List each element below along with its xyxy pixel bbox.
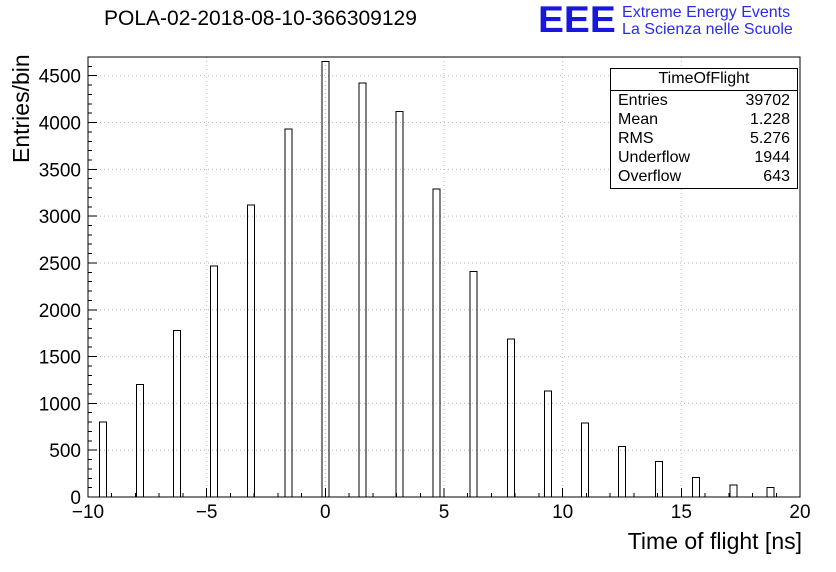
stat-value: 5.276 bbox=[749, 130, 790, 147]
stat-value: 1944 bbox=[754, 149, 790, 166]
stat-value: 39702 bbox=[745, 92, 791, 109]
histogram-bar bbox=[395, 110, 404, 498]
histogram-bar bbox=[210, 265, 219, 498]
histogram-bar bbox=[506, 338, 515, 498]
stats-row: RMS 5.276 bbox=[611, 129, 797, 148]
y-tick-label: 2000 bbox=[39, 301, 81, 322]
stats-row: Entries 39702 bbox=[611, 91, 797, 110]
y-tick-label: 500 bbox=[49, 441, 81, 462]
eee-logo-subtitle: Extreme Energy Events La Scienza nelle S… bbox=[622, 1, 793, 38]
y-tick-label: 3000 bbox=[39, 207, 81, 228]
histogram-bar bbox=[729, 484, 738, 498]
histogram-bar bbox=[358, 82, 367, 498]
histogram-bar bbox=[543, 390, 552, 498]
x-tick-label: 5 bbox=[439, 502, 450, 523]
stat-label: Mean bbox=[618, 111, 659, 128]
x-tick-label: −10 bbox=[72, 502, 104, 523]
stats-row: Underflow 1944 bbox=[611, 148, 797, 167]
eee-logo: EEE Extreme Energy Events La Scienza nel… bbox=[538, 1, 793, 38]
histogram-bar bbox=[173, 329, 181, 498]
eee-logo-line1: Extreme Energy Events bbox=[622, 4, 791, 21]
stat-label: RMS bbox=[618, 130, 654, 147]
histogram-bar bbox=[766, 487, 775, 498]
histogram-bar bbox=[135, 384, 144, 498]
y-tick-label: 3500 bbox=[39, 160, 81, 181]
histogram-bar bbox=[98, 421, 107, 498]
x-axis-title: Time of flight [ns] bbox=[627, 528, 802, 554]
y-tick-label: 0 bbox=[70, 488, 81, 509]
x-tick-label: 10 bbox=[552, 502, 573, 523]
histogram-bar bbox=[432, 188, 441, 498]
stat-label: Overflow bbox=[618, 168, 682, 185]
eee-logo-line2: La Scienza nelle Scuole bbox=[622, 21, 793, 38]
stats-box-title: TimeOfFlight bbox=[611, 69, 797, 91]
x-tick-label: 20 bbox=[789, 502, 810, 523]
histogram-bar bbox=[580, 422, 589, 498]
stat-label: Underflow bbox=[618, 149, 691, 166]
stat-label: Entries bbox=[618, 92, 668, 109]
histogram-bar bbox=[692, 476, 701, 498]
y-tick-label: 2500 bbox=[39, 254, 81, 275]
histogram-bar bbox=[321, 61, 330, 498]
histogram-bar bbox=[247, 204, 256, 498]
eee-logo-acronym: EEE bbox=[538, 0, 616, 40]
histogram-bar bbox=[469, 270, 478, 498]
y-tick-label: 4500 bbox=[39, 67, 81, 88]
stat-value: 643 bbox=[763, 168, 790, 185]
histogram-bar bbox=[618, 445, 626, 498]
x-tick-label: −5 bbox=[196, 502, 218, 523]
y-tick-label: 1500 bbox=[39, 348, 81, 369]
y-tick-label: 1000 bbox=[39, 394, 81, 415]
stats-row: Overflow 643 bbox=[611, 167, 797, 188]
stats-row: Mean 1.228 bbox=[611, 110, 797, 129]
stat-value: 1.228 bbox=[749, 111, 790, 128]
x-tick-label: 0 bbox=[320, 502, 331, 523]
histogram-bar bbox=[284, 128, 293, 498]
x-tick-label: 15 bbox=[671, 502, 692, 523]
histogram-bar bbox=[655, 460, 664, 498]
y-axis-title: Entries/bin bbox=[8, 54, 34, 163]
stats-box: TimeOfFlight Entries 39702 Mean 1.228 RM… bbox=[610, 68, 798, 189]
chart-title: POLA-02-2018-08-10-366309129 bbox=[104, 7, 417, 30]
y-tick-label: 4000 bbox=[39, 114, 81, 135]
